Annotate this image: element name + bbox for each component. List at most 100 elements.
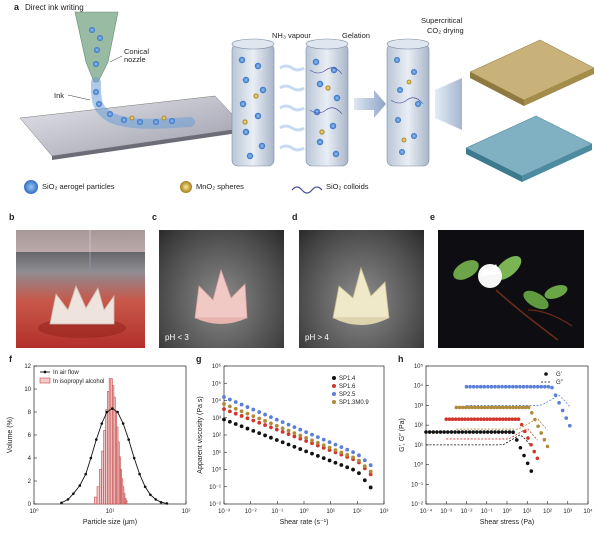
legend-SP1.3M0.9: SP1.3M0.9 bbox=[339, 400, 369, 406]
g-prime-point bbox=[453, 430, 457, 434]
g-prime-point bbox=[511, 430, 515, 434]
g-prime-point bbox=[510, 384, 515, 389]
panel-e-label: e bbox=[430, 212, 436, 222]
g-prime-point bbox=[507, 405, 512, 410]
legend-air-flow-marker bbox=[43, 370, 47, 374]
cylinder-2 bbox=[305, 38, 349, 167]
legend-g-prime-marker bbox=[544, 372, 548, 376]
histogram-bar bbox=[99, 469, 102, 505]
g-prime-point bbox=[485, 405, 490, 410]
viscosity-point bbox=[263, 419, 267, 423]
y-tick-label: 10⁻² bbox=[411, 502, 423, 508]
g-prime-point bbox=[475, 430, 479, 434]
g-prime-point bbox=[489, 430, 494, 434]
viscosity-point bbox=[269, 415, 273, 419]
y-tick-label: 10⁶ bbox=[212, 363, 222, 370]
photo-flower-ph-high: pH > 4 bbox=[299, 230, 424, 348]
viscosity-point bbox=[227, 419, 232, 424]
air-flow-point bbox=[143, 485, 147, 489]
viscosity-point bbox=[263, 433, 267, 438]
g-prime-point bbox=[535, 384, 540, 389]
viscosity-point bbox=[233, 411, 238, 416]
g-prime-point bbox=[488, 417, 493, 422]
photo-flower-with-leaves bbox=[438, 230, 584, 348]
y-tick-label: 10 bbox=[24, 387, 31, 393]
step-nh3-vapour: NH₃ vapour bbox=[272, 31, 311, 40]
viscosity-point bbox=[286, 428, 291, 433]
viscosity-point bbox=[292, 425, 297, 430]
g-prime-point bbox=[516, 417, 521, 422]
g-prime-point bbox=[514, 405, 518, 410]
g-prime-point bbox=[497, 417, 502, 422]
g-prime-point bbox=[526, 405, 531, 410]
viscosity-point bbox=[245, 411, 250, 416]
viscosity-point bbox=[310, 438, 314, 443]
y-tick-label: 4 bbox=[28, 456, 32, 462]
viscosity-point bbox=[357, 458, 361, 463]
viscosity-point bbox=[345, 453, 350, 457]
g-prime-point bbox=[518, 384, 522, 389]
cylinder-3 bbox=[386, 38, 430, 167]
panel-b-label: b bbox=[9, 212, 15, 222]
panel-a-label: a bbox=[14, 2, 20, 12]
g-prime-point bbox=[543, 384, 547, 389]
g-prime-point bbox=[525, 461, 530, 466]
g-prime-point bbox=[518, 445, 523, 450]
g-prime-point bbox=[470, 405, 474, 410]
viscosity-point bbox=[368, 472, 373, 477]
viscosity-point bbox=[351, 450, 355, 455]
viscosity-point bbox=[339, 450, 344, 455]
g-prime-point bbox=[479, 417, 483, 422]
viscosity-point bbox=[304, 436, 309, 440]
y-tick-label: 12 bbox=[24, 364, 31, 370]
air-flow-point bbox=[105, 410, 109, 414]
g-prime-point bbox=[529, 443, 533, 447]
legend-isopropyl: In isopropyl alcohol bbox=[53, 379, 104, 385]
air-flow-point bbox=[78, 484, 82, 487]
viscosity-point bbox=[351, 455, 355, 460]
viscosity-point bbox=[292, 431, 297, 435]
y-tick-label: 10⁻² bbox=[209, 502, 221, 508]
g-prime-point bbox=[447, 417, 452, 422]
panel-h-label: h bbox=[398, 354, 404, 364]
mno2-sphere-icon bbox=[180, 181, 192, 193]
viscosity-point bbox=[227, 404, 232, 409]
viscosity-point bbox=[274, 427, 279, 432]
x-tick-label: 10² bbox=[353, 509, 362, 515]
g-prime-point bbox=[532, 384, 536, 389]
viscosity-point bbox=[315, 443, 320, 448]
x-tick-label: 10⁻² bbox=[245, 509, 257, 515]
viscosity-point bbox=[269, 435, 273, 440]
g-prime-point bbox=[523, 405, 528, 410]
x-tick-label: 10⁻³ bbox=[440, 509, 452, 515]
viscosity-point bbox=[315, 440, 320, 445]
air-flow-point bbox=[89, 456, 93, 460]
y-tick-label: 10⁻¹ bbox=[209, 485, 221, 491]
x-tick-label: 10³ bbox=[563, 509, 572, 515]
g-prime-point bbox=[478, 384, 483, 389]
g-prime-point bbox=[529, 469, 534, 473]
legend-g-double-prime: G″ bbox=[556, 380, 564, 386]
g-prime-point bbox=[485, 417, 489, 422]
g-prime-point bbox=[478, 430, 483, 434]
x-tick-label: 10⁻² bbox=[461, 509, 473, 515]
g-prime-point bbox=[525, 384, 529, 389]
caption-ph-high: pH > 4 bbox=[305, 333, 329, 342]
air-flow-point bbox=[110, 407, 114, 410]
air-flow-point bbox=[127, 438, 130, 441]
g-prime-point bbox=[471, 430, 476, 434]
g-prime-point bbox=[486, 384, 490, 389]
g-prime-point bbox=[467, 405, 471, 410]
g-prime-point bbox=[504, 417, 508, 422]
histogram-bar bbox=[96, 486, 100, 505]
viscosity-point bbox=[298, 436, 303, 441]
y-tick-label: 8 bbox=[28, 410, 32, 416]
air-flow-point bbox=[84, 472, 88, 476]
lattice-blue bbox=[465, 115, 593, 182]
viscosity-point bbox=[310, 432, 314, 437]
g-prime-point bbox=[457, 405, 462, 410]
viscosity-point bbox=[251, 407, 256, 412]
g-prime-point bbox=[464, 430, 468, 434]
viscosity-point bbox=[292, 444, 297, 449]
g-prime-point bbox=[454, 405, 459, 410]
